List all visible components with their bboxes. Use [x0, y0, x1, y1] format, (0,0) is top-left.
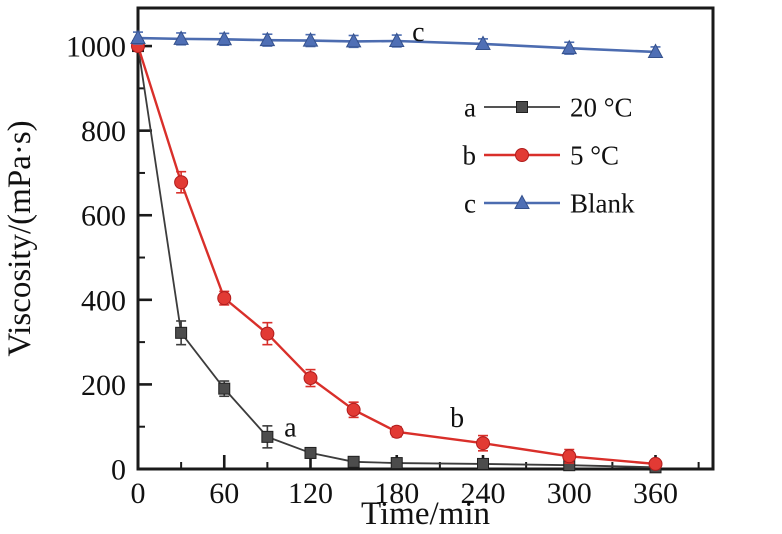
marker-circle — [389, 424, 404, 439]
x-tick-label: 120 — [288, 477, 333, 510]
marker-triangle — [475, 35, 491, 50]
marker-square — [218, 382, 231, 395]
marker-circle — [346, 402, 361, 417]
marker-triangle — [130, 29, 146, 45]
marker-square — [175, 326, 188, 339]
curve-label-c: c — [412, 17, 424, 48]
legend-key: c — [464, 188, 476, 218]
marker-square — [304, 446, 317, 459]
marker-triangle — [259, 31, 276, 47]
x-tick-label: 300 — [547, 477, 592, 510]
y-tick-label: 400 — [81, 284, 126, 317]
x-tick-label: 240 — [461, 477, 506, 510]
marker-circle — [174, 175, 189, 190]
series-line-a — [137, 45, 657, 469]
x-tick-label: 60 — [209, 477, 239, 510]
legend-key: b — [463, 140, 477, 170]
legend-label: Blank — [570, 188, 635, 218]
legend-row-c: c Blank — [464, 188, 635, 218]
marker-circle — [648, 456, 663, 471]
y-tick-label: 200 — [81, 369, 126, 402]
y-tick-label: 800 — [81, 115, 126, 148]
marker-circle — [260, 326, 275, 341]
x-axis-title: Time/min — [361, 496, 490, 532]
series-line-c — [136, 36, 657, 54]
marker-circle — [476, 436, 490, 451]
marker-square — [261, 430, 274, 443]
series-line-b — [136, 44, 657, 466]
curve-label-b: b — [450, 403, 464, 434]
legend-marker-square — [516, 101, 528, 113]
curve-label-a: a — [284, 413, 297, 444]
x-tick-label: 180 — [374, 477, 419, 510]
series-c — [130, 29, 664, 58]
y-tick-label: 1000 — [66, 31, 126, 64]
marker-circle — [562, 449, 577, 464]
x-tick-label: 360 — [633, 477, 678, 510]
marker-triangle — [302, 32, 319, 47]
plot-frame — [136, 6, 715, 471]
marker-square — [347, 455, 360, 468]
legend-row-b: b 5 °C — [463, 140, 620, 170]
legend-marker-circle — [515, 148, 529, 162]
y-tick-label: 0 — [111, 454, 126, 487]
series-b — [131, 39, 663, 471]
marker-square — [477, 457, 489, 470]
x-tick-label: 0 — [131, 477, 146, 510]
legend: a 20 °C b 5 °C c Blank — [463, 92, 635, 218]
marker-circle — [303, 371, 318, 386]
y-tick-label: 600 — [81, 200, 126, 233]
legend-label: 5 °C — [570, 140, 619, 170]
legend-marker-triangle — [514, 194, 530, 209]
marker-triangle — [216, 30, 233, 46]
marker-triangle — [173, 30, 189, 45]
legend-row-a: a 20 °C — [464, 92, 633, 122]
marker-circle — [217, 291, 232, 306]
legend-key: a — [464, 92, 476, 122]
y-axis-title: Viscosity/(mPa·s) — [2, 120, 38, 356]
marker-triangle — [388, 32, 405, 47]
marker-square — [390, 457, 403, 470]
marker-triangle — [647, 43, 664, 58]
marker-triangle — [345, 32, 362, 48]
marker-triangle — [561, 39, 578, 55]
legend-label: 20 °C — [570, 92, 633, 122]
